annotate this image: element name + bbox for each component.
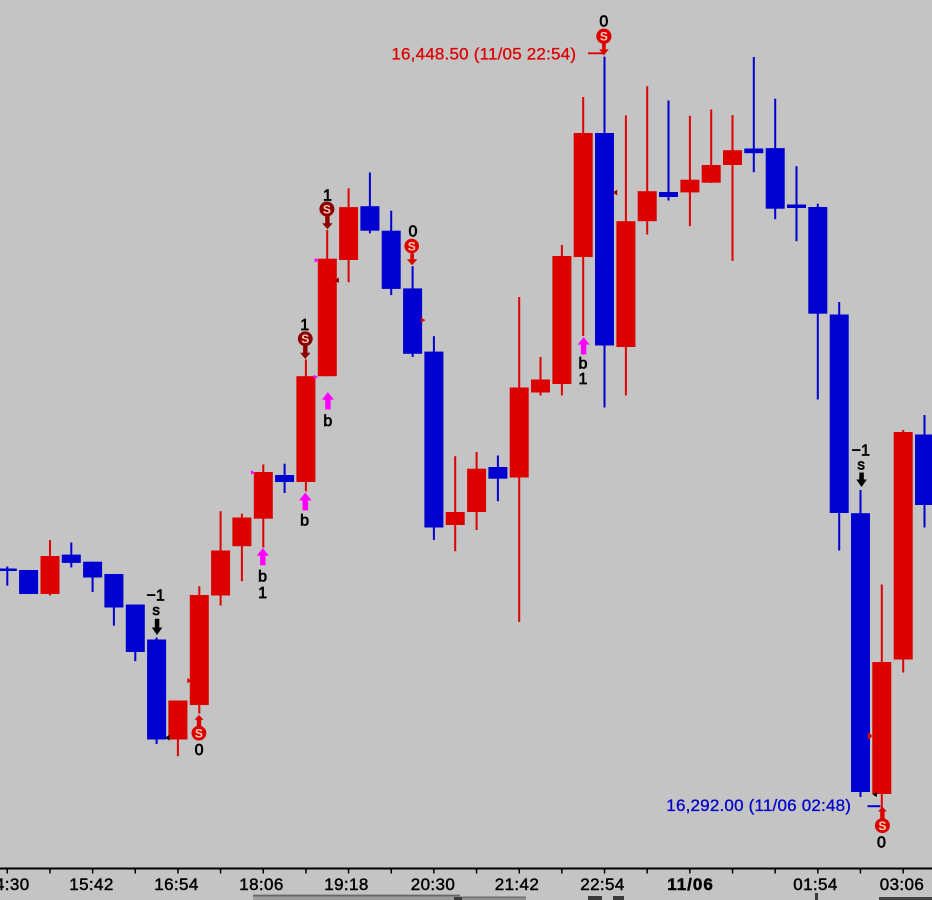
svg-text:s: s bbox=[152, 602, 160, 619]
svg-text:21:42: 21:42 bbox=[495, 875, 540, 894]
svg-text:b: b bbox=[323, 413, 332, 430]
svg-text:18:06: 18:06 bbox=[239, 875, 284, 894]
svg-text:1: 1 bbox=[579, 371, 588, 388]
svg-text:1: 1 bbox=[323, 187, 332, 204]
svg-text:b: b bbox=[579, 355, 588, 372]
svg-text:16,448.50 (11/05 22:54): 16,448.50 (11/05 22:54) bbox=[391, 44, 576, 63]
svg-text:16:54: 16:54 bbox=[154, 875, 199, 894]
svg-text:19:18: 19:18 bbox=[324, 875, 369, 894]
svg-text:S: S bbox=[323, 202, 331, 216]
svg-text:20:30: 20:30 bbox=[411, 875, 456, 894]
svg-text:b: b bbox=[258, 568, 267, 585]
svg-text:−1: −1 bbox=[852, 443, 870, 460]
svg-text:−1: −1 bbox=[146, 588, 164, 605]
svg-text:01:54: 01:54 bbox=[793, 875, 838, 894]
svg-text:S: S bbox=[408, 239, 416, 253]
svg-text:16,292.00 (11/06 02:48): 16,292.00 (11/06 02:48) bbox=[666, 796, 851, 815]
svg-text:14:30: 14:30 bbox=[0, 875, 30, 894]
svg-text:s: s bbox=[857, 456, 865, 473]
svg-text:S: S bbox=[195, 726, 203, 740]
svg-text:11/06: 11/06 bbox=[667, 875, 714, 894]
svg-text:22:54: 22:54 bbox=[580, 875, 625, 894]
svg-text:1: 1 bbox=[300, 317, 309, 334]
svg-text:15:42: 15:42 bbox=[69, 875, 114, 894]
svg-text:0: 0 bbox=[195, 742, 204, 759]
svg-text:03:06: 03:06 bbox=[880, 875, 925, 894]
svg-text:0: 0 bbox=[877, 834, 886, 851]
svg-text:S: S bbox=[301, 332, 309, 346]
svg-text:S: S bbox=[600, 30, 608, 44]
svg-text:S: S bbox=[878, 819, 886, 833]
svg-text:0: 0 bbox=[599, 14, 608, 31]
svg-text:1: 1 bbox=[258, 585, 267, 602]
svg-text:b: b bbox=[300, 513, 309, 530]
svg-text:0: 0 bbox=[408, 224, 417, 241]
